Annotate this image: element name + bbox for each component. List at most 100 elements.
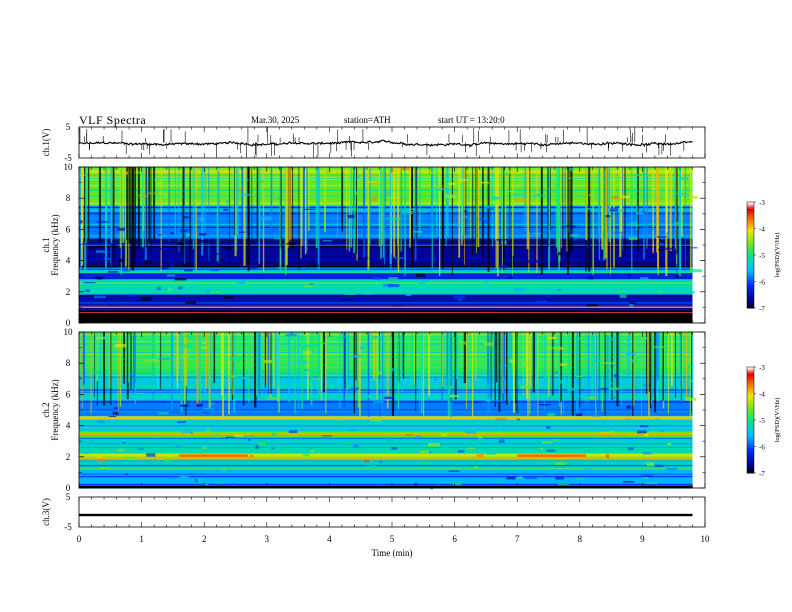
speckle (643, 451, 652, 455)
x-tick-label: 9 (640, 534, 645, 544)
spectral-line (79, 304, 693, 307)
spectral-line (79, 442, 693, 444)
spectral-line (79, 368, 693, 370)
sferic-streak (120, 167, 122, 276)
sferic-streak (195, 167, 197, 271)
speckle (385, 209, 395, 212)
sferic-streak (611, 332, 613, 401)
spectral-line (79, 265, 693, 267)
speckle (158, 247, 170, 251)
sferic-streak (650, 332, 653, 405)
speckle (689, 196, 699, 199)
sferic-streak (306, 332, 309, 400)
sferic-streak (490, 332, 492, 402)
speckle (263, 359, 272, 364)
sferic-streak (669, 167, 672, 252)
speckle (199, 388, 207, 392)
speckle (614, 374, 618, 378)
spectral-line (79, 277, 693, 279)
y-tick-label: 10 (64, 162, 74, 172)
colorbar-step (747, 302, 754, 305)
speckle (185, 301, 197, 305)
sferic-streak (555, 167, 558, 248)
spectral-line (79, 467, 693, 469)
speckle (167, 274, 176, 277)
sferic-streak (123, 332, 126, 384)
sferic-streak (562, 167, 564, 241)
speckle (418, 281, 427, 284)
colorbar-step (747, 389, 754, 393)
colorbar-tick-label: -4 (759, 226, 765, 234)
speckle (385, 192, 391, 194)
speckle (619, 195, 631, 199)
speckle (467, 447, 475, 449)
sferic-streak (322, 332, 326, 393)
sferic-streak (319, 332, 321, 393)
sferic-streak (526, 167, 529, 250)
sferic-streak (571, 167, 573, 232)
speckle (368, 177, 373, 180)
sferic-streak (298, 167, 300, 271)
speckle (184, 334, 194, 338)
speckle (249, 454, 254, 458)
sferic-streak (119, 332, 122, 407)
colorbar-step (747, 217, 754, 221)
speckle (379, 460, 383, 463)
colorbar-step (747, 281, 754, 284)
speckle (144, 289, 147, 291)
speckle (436, 237, 440, 239)
ch1-spectrogram: 0 2 4 6 8 10 ch.1 Frequency (kHz) -3 -4 -5 -6 -7 log(… (41, 162, 781, 328)
speckle (122, 358, 125, 360)
sferic-streak (199, 332, 201, 403)
colorbar-step (747, 434, 754, 437)
sferic-streak (208, 167, 210, 261)
speckle (631, 359, 639, 363)
sferic-streak (529, 167, 531, 232)
speckle (186, 233, 190, 237)
speckle (631, 188, 636, 192)
spectral-line (79, 401, 693, 403)
speckle (103, 257, 111, 260)
sferic-streak (503, 332, 505, 405)
colorbar-step (747, 420, 754, 423)
colorbar-step (747, 435, 754, 439)
sferic-streak (547, 167, 549, 247)
sferic-streak (194, 167, 196, 271)
speckle (654, 464, 664, 468)
y-tick-label: 2 (66, 452, 71, 462)
x-tick-label: 7 (515, 534, 520, 544)
spectral-line (79, 425, 693, 427)
speckle (641, 475, 654, 477)
speckle (465, 430, 476, 434)
colorbar-step (747, 216, 754, 219)
speckle (342, 335, 345, 339)
speckle (138, 194, 149, 197)
sferic-streak (648, 332, 650, 392)
speckle (350, 387, 360, 390)
speckle (231, 204, 234, 208)
speckle (554, 371, 559, 374)
sferic-streak (130, 332, 132, 390)
spectral-line (79, 471, 693, 473)
sferic-streak (317, 167, 320, 272)
sferic-streak (676, 167, 678, 255)
speckle (166, 184, 176, 186)
colorbar-step (747, 256, 754, 260)
speckle (512, 193, 524, 196)
spectral-line (79, 263, 693, 265)
sferic-streak (576, 332, 579, 417)
spectral-line (79, 231, 693, 233)
colorbar-step (747, 209, 754, 212)
speckle (97, 420, 105, 424)
speckle (301, 344, 311, 348)
sferic-streak (171, 332, 173, 414)
speckle (514, 198, 527, 202)
speckle (603, 362, 615, 364)
speckle (640, 336, 648, 340)
speckle (517, 476, 523, 479)
speckle (364, 459, 369, 463)
speckle (274, 237, 281, 240)
speckle (98, 467, 110, 469)
colorbar-step (747, 421, 754, 425)
spectral-line (79, 433, 693, 435)
